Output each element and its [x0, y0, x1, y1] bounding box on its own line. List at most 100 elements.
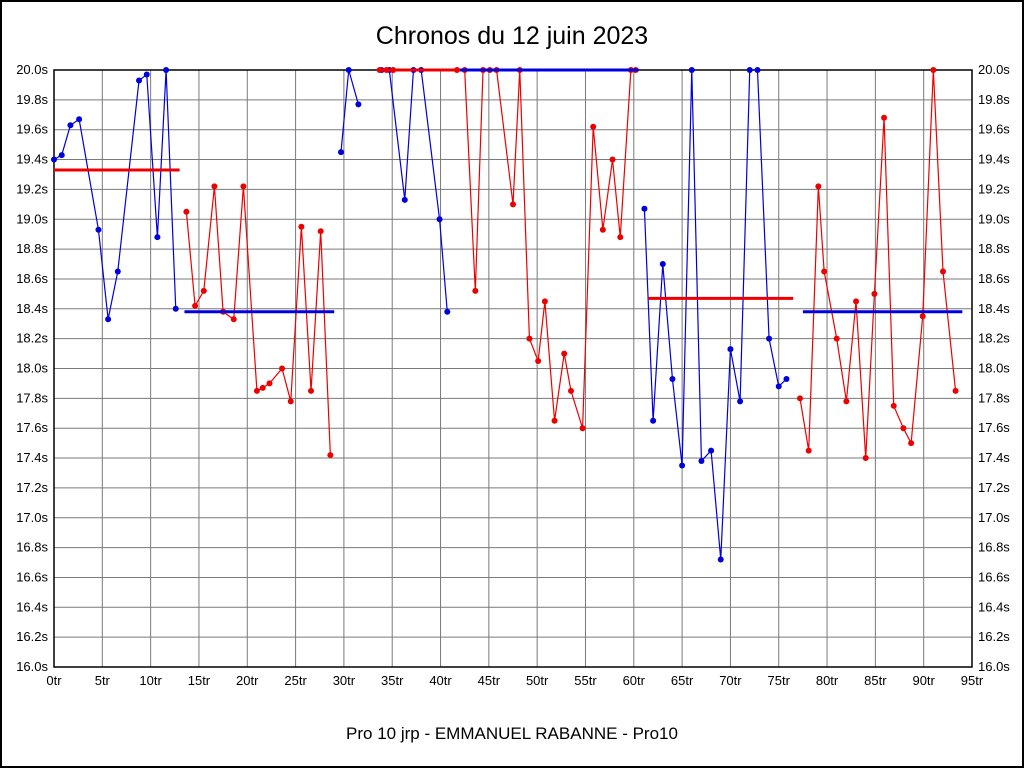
- red-series-marker: [526, 335, 533, 342]
- red-series-marker: [908, 440, 915, 447]
- x-tick-label: 65tr: [671, 673, 694, 688]
- red-series-marker: [561, 350, 568, 357]
- y-tick-label-left: 18.4s: [16, 301, 48, 316]
- y-tick-label-left: 16.6s: [16, 569, 48, 584]
- red-series-line: [185, 186, 331, 456]
- x-tick-label: 10tr: [139, 673, 162, 688]
- x-tick-label: 75tr: [768, 673, 791, 688]
- y-tick-label-left: 17.6s: [16, 420, 48, 435]
- y-tick-label-right: 20.0s: [978, 62, 1010, 77]
- red-series-marker: [279, 365, 286, 372]
- y-tick-label-left: 16.2s: [16, 629, 48, 644]
- blue-series-line: [381, 69, 448, 312]
- red-series-marker: [240, 183, 247, 190]
- red-series-marker: [952, 387, 959, 394]
- blue-series-marker: [337, 149, 344, 156]
- x-tick-label: 95tr: [961, 673, 984, 688]
- chart-title: Chronos du 12 juin 2023: [375, 22, 649, 50]
- y-tick-label-left: 16.8s: [16, 540, 48, 555]
- blue-series-marker: [436, 216, 443, 223]
- y-tick-label-left: 17.2s: [16, 480, 48, 495]
- y-tick-label-left: 18.0s: [16, 361, 48, 376]
- blue-series-marker: [659, 261, 666, 268]
- y-tick-label-left: 19.8s: [16, 92, 48, 107]
- y-tick-label-right: 17.6s: [978, 420, 1010, 435]
- blue-series-marker: [154, 234, 161, 241]
- blue-series-marker: [717, 556, 724, 563]
- y-tick-label-left: 17.0s: [16, 510, 48, 525]
- red-series-marker: [871, 290, 878, 297]
- red-series-marker: [609, 156, 616, 163]
- x-tick-label: 55tr: [574, 673, 597, 688]
- blue-series-line: [53, 69, 177, 320]
- y-tick-label-right: 16.2s: [978, 629, 1010, 644]
- y-tick-label-right: 17.4s: [978, 450, 1010, 465]
- blue-series-marker: [136, 77, 143, 84]
- red-series-marker: [308, 387, 315, 394]
- red-series-marker: [599, 226, 606, 233]
- y-tick-label-left: 17.4s: [16, 450, 48, 465]
- red-series-marker: [805, 447, 812, 454]
- blue-series-marker: [727, 346, 734, 353]
- y-tick-label-left: 19.2s: [16, 181, 48, 196]
- y-tick-label-left: 18.6s: [16, 271, 48, 286]
- blue-series-marker: [669, 375, 676, 382]
- y-tick-label-right: 19.6s: [978, 122, 1010, 137]
- red-series-marker: [551, 417, 558, 424]
- y-tick-label-right: 18.4s: [978, 301, 1010, 316]
- x-tick-label: 5tr: [95, 673, 111, 688]
- red-series-marker: [796, 395, 803, 402]
- red-series-marker: [541, 298, 548, 305]
- y-tick-label-right: 18.2s: [978, 331, 1010, 346]
- red-series-marker: [535, 358, 542, 365]
- blue-series-marker: [105, 316, 112, 323]
- blue-series-marker: [76, 116, 83, 123]
- y-tick-label-right: 16.0s: [978, 659, 1010, 674]
- red-series-marker: [259, 384, 266, 391]
- red-series-marker: [881, 114, 888, 121]
- y-tick-label-right: 16.4s: [978, 599, 1010, 614]
- y-tick-label-right: 16.6s: [978, 569, 1010, 584]
- y-tick-label-left: 20.0s: [16, 62, 48, 77]
- y-tick-label-right: 19.4s: [978, 152, 1010, 167]
- red-series-marker: [821, 268, 828, 275]
- red-series-marker: [567, 387, 574, 394]
- red-series-line: [799, 69, 957, 459]
- chart-footer: Pro 10 jrp - EMMANUEL RABANNE - Pro10: [346, 724, 678, 743]
- y-tick-label-left: 19.4s: [16, 152, 48, 167]
- x-tick-label: 35tr: [381, 673, 404, 688]
- red-series-marker: [579, 425, 586, 432]
- x-tick-label: 0tr: [46, 673, 62, 688]
- blue-series-marker: [51, 156, 57, 163]
- red-series-marker: [230, 316, 237, 323]
- x-tick-label: 15tr: [188, 673, 211, 688]
- y-tick-label-left: 19.0s: [16, 211, 48, 226]
- blue-series-marker: [746, 67, 753, 73]
- blue-series-marker: [95, 226, 102, 233]
- red-series-marker: [266, 380, 273, 387]
- x-tick-label: 70tr: [719, 673, 742, 688]
- red-series-marker: [815, 183, 822, 190]
- y-tick-label-right: 17.2s: [978, 480, 1010, 495]
- x-tick-label: 20tr: [236, 673, 259, 688]
- red-series-marker: [472, 287, 479, 294]
- y-tick-label-left: 16.4s: [16, 599, 48, 614]
- red-series-marker: [843, 398, 850, 405]
- red-series-marker: [192, 302, 199, 309]
- blue-series-marker: [355, 101, 362, 108]
- red-series-marker: [940, 268, 947, 275]
- red-series-marker: [211, 183, 218, 190]
- blue-series-marker: [754, 67, 761, 73]
- blue-series-marker: [688, 67, 695, 73]
- y-tick-label-right: 18.0s: [978, 361, 1010, 376]
- red-series-marker: [890, 402, 897, 409]
- y-tick-label-right: 19.0s: [978, 211, 1010, 226]
- y-tick-label-left: 18.8s: [16, 241, 48, 256]
- y-tick-label-right: 17.0s: [978, 510, 1010, 525]
- red-series-marker: [919, 313, 926, 320]
- red-series-marker: [287, 398, 294, 405]
- red-series-marker: [298, 223, 305, 230]
- blue-series-marker: [698, 458, 705, 465]
